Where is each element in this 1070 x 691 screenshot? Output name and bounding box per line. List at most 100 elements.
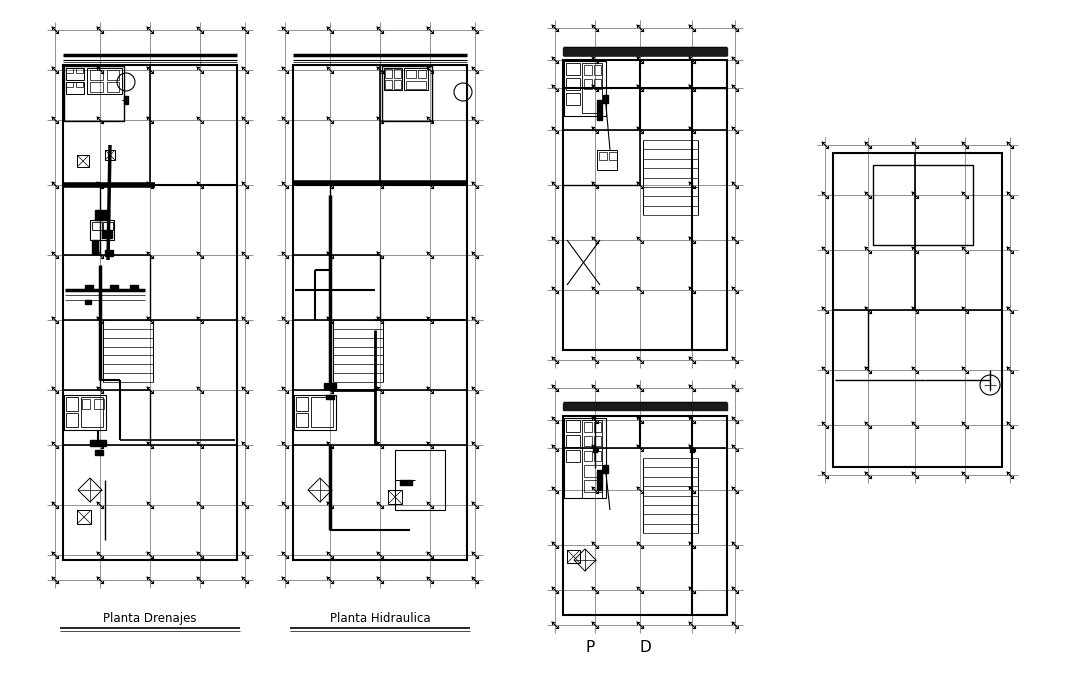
Bar bbox=[873, 165, 973, 245]
Bar bbox=[66, 413, 78, 427]
Bar bbox=[66, 82, 85, 94]
Bar bbox=[384, 68, 402, 90]
Bar bbox=[594, 79, 601, 89]
Bar bbox=[582, 420, 602, 498]
Bar bbox=[400, 480, 412, 485]
Bar bbox=[582, 63, 602, 113]
Bar bbox=[66, 82, 73, 87]
Bar bbox=[311, 397, 333, 427]
Bar bbox=[566, 93, 580, 105]
Bar bbox=[76, 82, 83, 87]
Bar bbox=[584, 65, 592, 75]
Bar bbox=[603, 95, 608, 103]
Bar bbox=[385, 69, 392, 78]
Bar bbox=[85, 285, 93, 290]
Bar bbox=[107, 70, 119, 80]
Bar bbox=[64, 395, 106, 430]
Bar bbox=[388, 490, 402, 504]
Bar bbox=[564, 418, 606, 498]
Bar bbox=[64, 66, 124, 121]
Bar bbox=[418, 70, 426, 78]
Bar bbox=[103, 222, 113, 230]
Bar bbox=[66, 68, 85, 80]
Bar bbox=[296, 413, 308, 427]
Bar bbox=[584, 79, 592, 89]
Bar bbox=[77, 510, 91, 524]
Bar bbox=[394, 80, 401, 89]
Bar bbox=[567, 550, 580, 563]
Bar bbox=[404, 68, 428, 90]
Bar bbox=[564, 61, 606, 116]
Bar bbox=[637, 48, 643, 55]
Bar bbox=[110, 285, 118, 290]
Bar bbox=[566, 63, 580, 75]
Bar bbox=[563, 48, 727, 55]
Bar bbox=[90, 440, 106, 446]
Bar bbox=[594, 451, 601, 461]
Bar bbox=[66, 68, 73, 73]
Bar bbox=[94, 399, 104, 409]
Text: P: P bbox=[585, 641, 595, 656]
Text: Planta Hidraulica: Planta Hidraulica bbox=[330, 612, 430, 625]
Bar bbox=[85, 300, 91, 304]
Bar bbox=[293, 65, 467, 560]
Bar bbox=[584, 422, 592, 432]
Bar bbox=[394, 69, 401, 78]
Bar bbox=[63, 65, 236, 560]
Bar bbox=[124, 96, 128, 104]
Bar bbox=[102, 230, 112, 238]
Bar bbox=[395, 450, 445, 510]
Bar bbox=[566, 420, 580, 432]
Bar bbox=[81, 397, 103, 427]
Bar bbox=[296, 397, 308, 411]
Bar bbox=[95, 210, 109, 220]
Bar bbox=[95, 450, 103, 455]
Bar bbox=[294, 395, 336, 430]
Bar bbox=[82, 399, 90, 409]
Bar bbox=[77, 155, 89, 167]
Bar bbox=[385, 80, 392, 89]
Bar bbox=[382, 66, 432, 121]
Bar bbox=[594, 422, 601, 432]
Bar bbox=[76, 68, 83, 73]
Bar bbox=[563, 403, 727, 410]
Bar bbox=[324, 383, 336, 389]
Bar bbox=[326, 395, 334, 399]
Bar bbox=[593, 448, 597, 452]
Bar bbox=[90, 82, 103, 92]
Bar bbox=[597, 470, 602, 490]
Bar bbox=[834, 153, 1002, 467]
Bar bbox=[594, 65, 601, 75]
Bar bbox=[129, 285, 138, 290]
Text: Planta Drenajes: Planta Drenajes bbox=[103, 612, 197, 625]
Bar bbox=[87, 68, 122, 94]
Bar bbox=[584, 451, 592, 461]
Bar bbox=[566, 78, 580, 90]
Bar bbox=[92, 222, 102, 230]
Bar bbox=[105, 250, 113, 256]
Bar bbox=[599, 152, 607, 160]
Bar bbox=[690, 448, 694, 452]
Bar bbox=[107, 82, 119, 92]
Bar bbox=[105, 150, 114, 160]
Bar bbox=[584, 436, 592, 446]
Bar bbox=[90, 220, 114, 240]
Bar bbox=[584, 465, 602, 477]
Bar bbox=[563, 60, 727, 350]
Bar bbox=[590, 48, 598, 55]
Bar bbox=[406, 81, 426, 89]
Bar bbox=[566, 435, 580, 447]
Bar bbox=[566, 450, 580, 462]
Bar bbox=[597, 100, 602, 120]
Bar bbox=[603, 465, 608, 473]
Bar bbox=[92, 240, 98, 254]
Bar bbox=[597, 150, 617, 170]
Bar bbox=[66, 397, 78, 411]
Bar bbox=[406, 70, 416, 78]
Bar bbox=[609, 152, 617, 160]
Bar bbox=[90, 70, 103, 80]
Text: D: D bbox=[639, 641, 651, 656]
Bar bbox=[584, 480, 602, 492]
Bar bbox=[594, 436, 601, 446]
Bar bbox=[563, 416, 727, 615]
